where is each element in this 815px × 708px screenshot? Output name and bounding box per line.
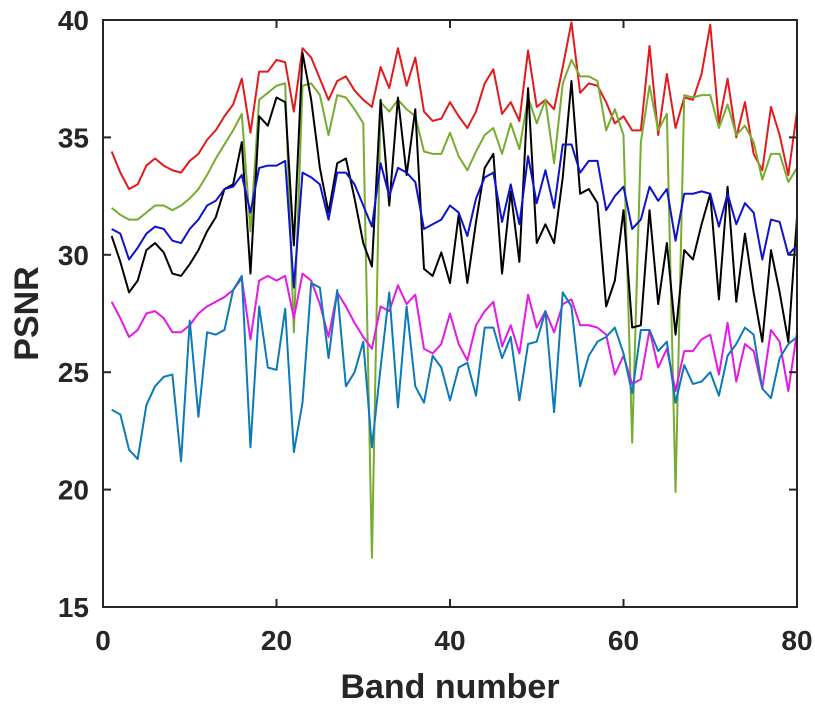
y-tick-label: 35 (58, 122, 89, 153)
series-line-2 (111, 58, 798, 559)
x-tick-label: 80 (781, 625, 812, 656)
y-tick-label: 15 (58, 592, 89, 623)
series-line-1 (110, 21, 798, 191)
axis-ticks: 0 20 40 60 80 15 20 25 30 35 40 (58, 5, 813, 656)
series-line-5 (110, 272, 798, 392)
series-layer (110, 21, 798, 559)
x-tick-label: 0 (95, 625, 111, 656)
x-axis-title: Band number (340, 668, 559, 706)
x-tick-label: 20 (261, 625, 292, 656)
y-axis-title: PSNR (8, 266, 46, 360)
series-line-6 (111, 274, 798, 463)
y-tick-label: 40 (58, 5, 89, 36)
series-line-4 (111, 143, 798, 289)
y-tick-label: 30 (58, 240, 89, 271)
x-tick-label: 60 (608, 625, 639, 656)
x-tick-label: 40 (434, 625, 465, 656)
y-tick-label: 25 (58, 357, 89, 388)
y-tick-label: 20 (58, 475, 89, 506)
